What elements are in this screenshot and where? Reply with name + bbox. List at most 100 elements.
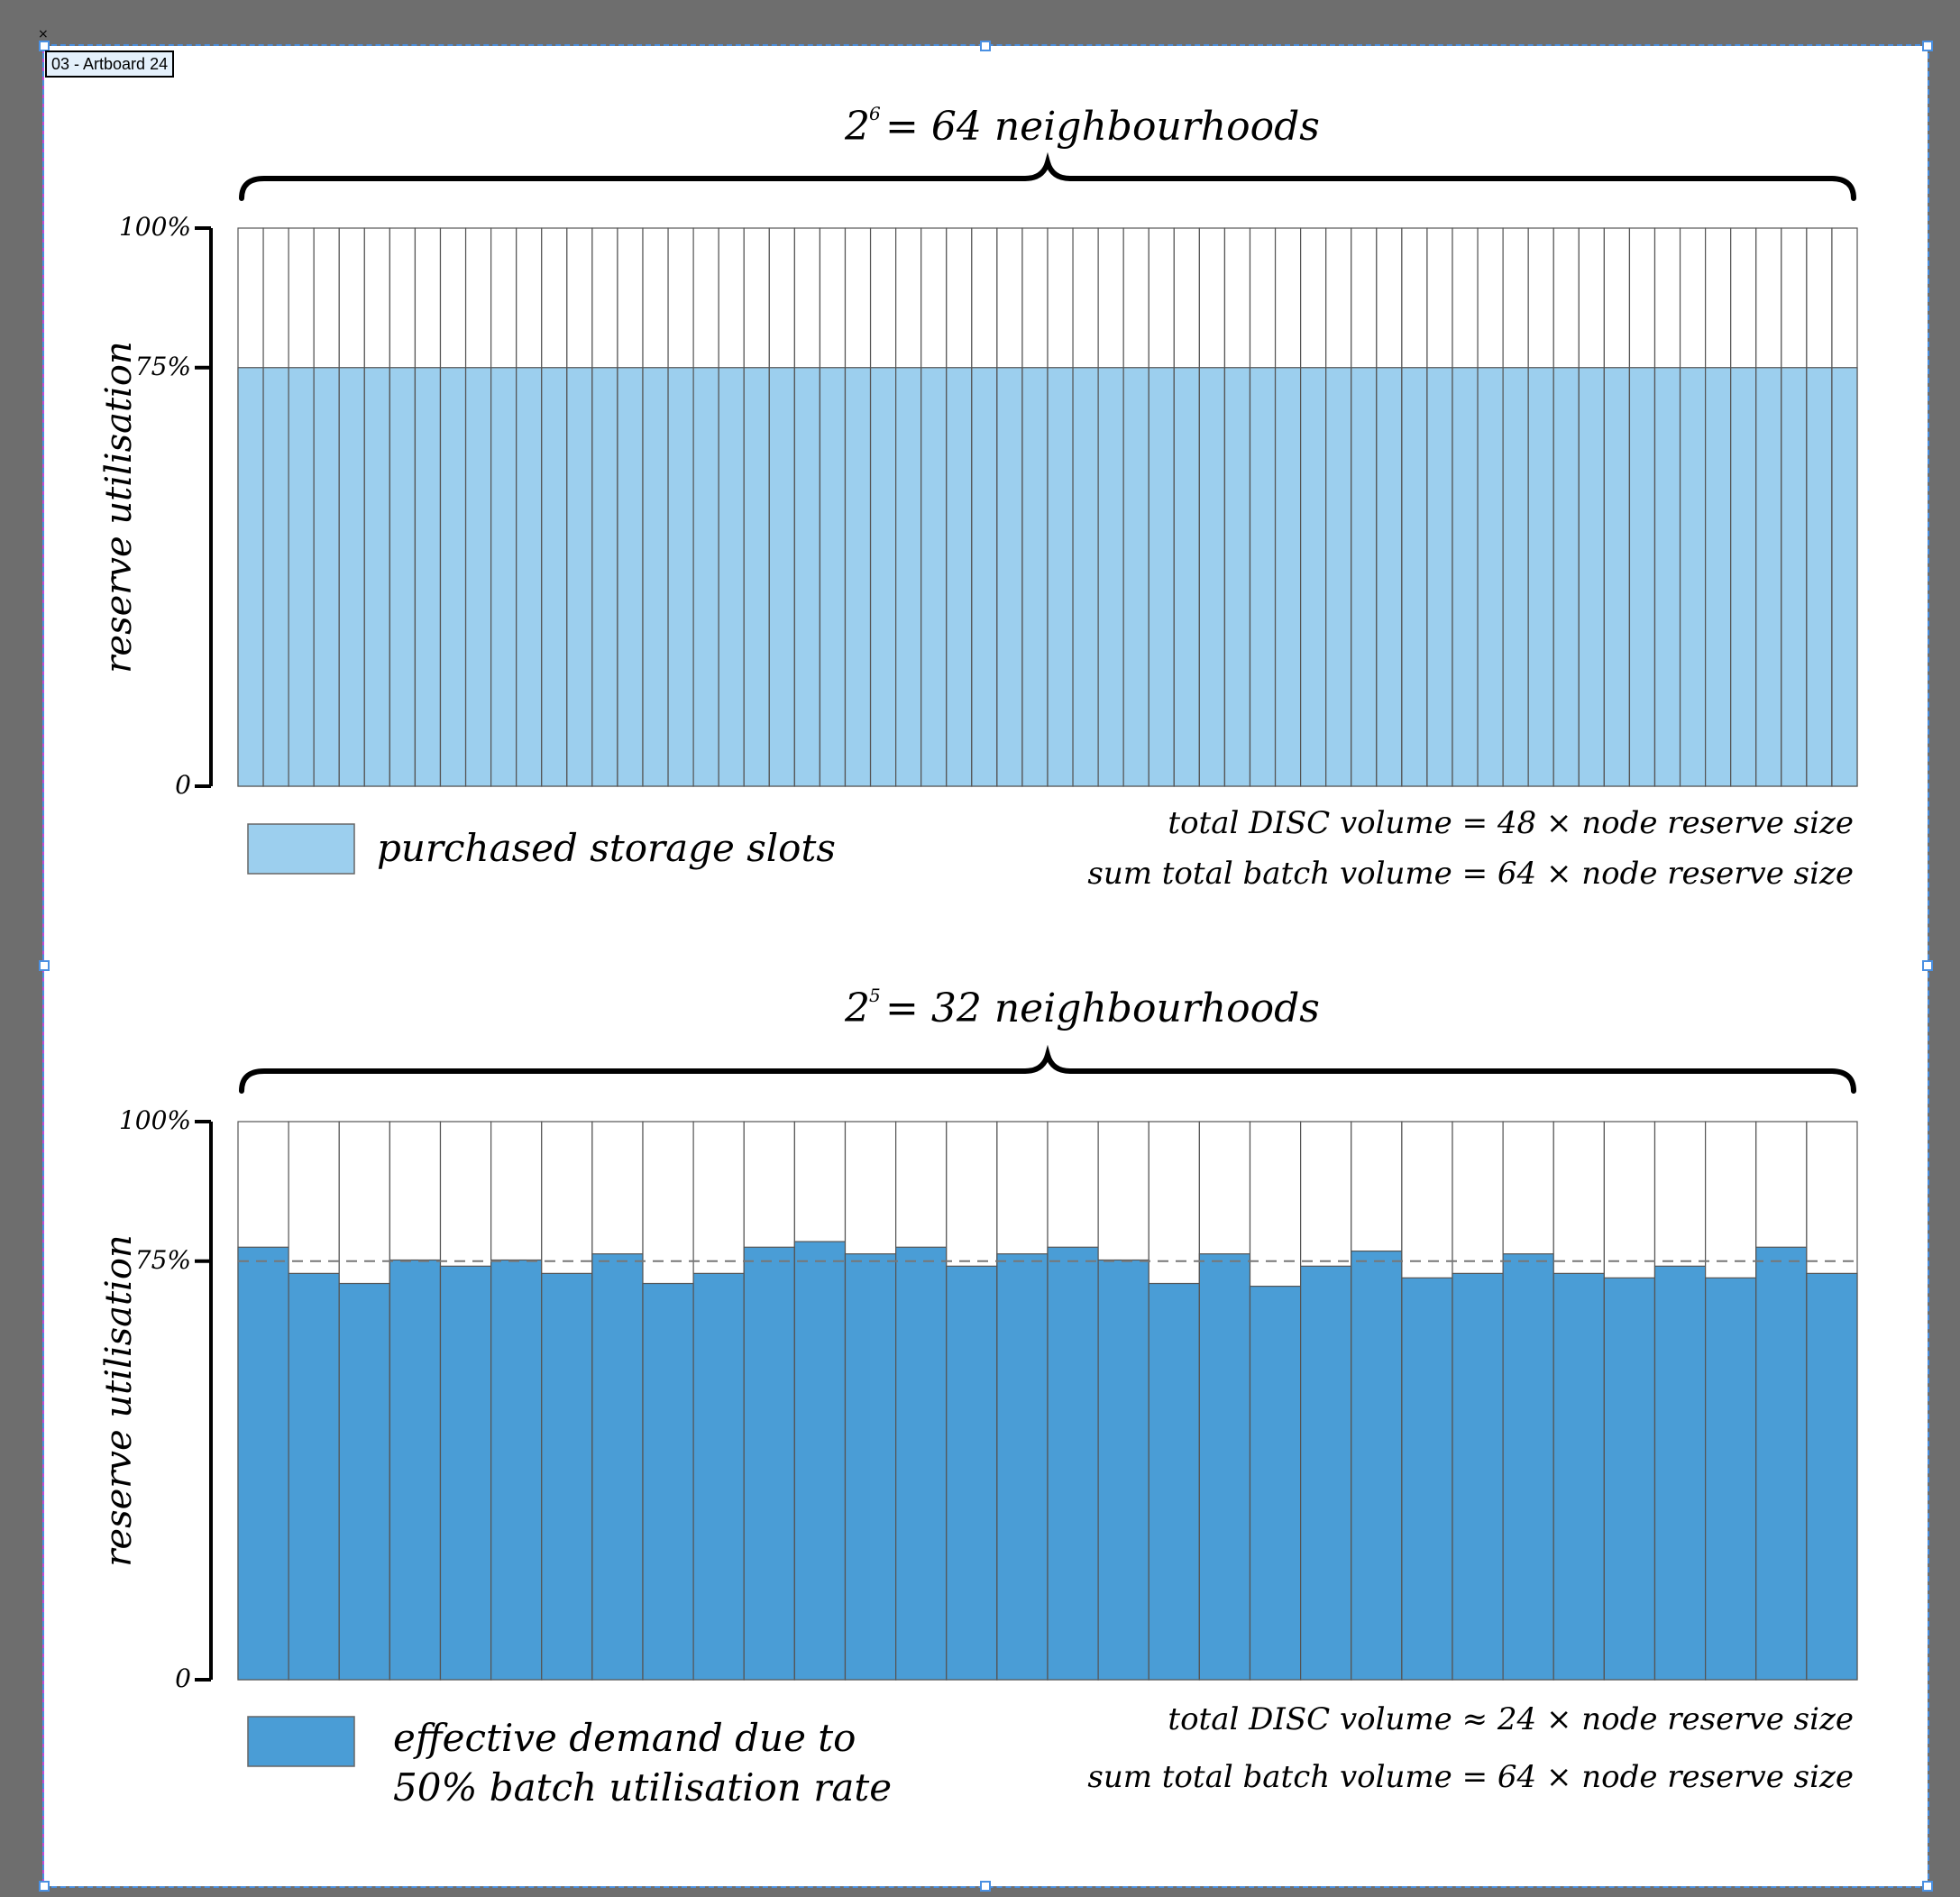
bar [1376,367,1403,787]
bar [869,367,897,787]
resize-handle-top-center[interactable] [980,41,991,51]
chart-title: = 32 neighbourhoods [885,985,1320,1031]
bar [642,367,669,787]
bar [996,367,1023,787]
bar [1097,367,1124,787]
legend-swatch [247,823,355,875]
chart-title-base: 2 [844,104,870,150]
bar [338,367,365,787]
bar [1122,367,1149,787]
volume-note: sum total batch volume = 64 × node reser… [1087,856,1854,892]
legend-label: effective demand due to [393,1716,856,1760]
resize-handle-top-right[interactable] [1922,41,1933,51]
bar [743,1246,795,1681]
bar [617,367,644,787]
bar [591,367,618,787]
legend-swatch [247,1716,355,1767]
bar [718,367,745,787]
volume-note: total DISC volume ≈ 24 × node reserve si… [1168,1701,1854,1737]
volume-note: total DISC volume = 48 × node reserve si… [1168,805,1854,841]
bar [389,367,417,787]
volume-note: sum total batch volume = 64 × node reser… [1087,1759,1854,1795]
bar [541,367,568,787]
bar [1351,1251,1403,1681]
bar [338,1282,390,1681]
resize-handle-middle-left[interactable] [39,960,50,971]
bar [262,367,289,787]
bar [1173,367,1200,787]
bar [1452,367,1479,787]
y-tick-label: 0 [175,770,191,800]
bar [1274,367,1302,787]
bar [1705,1277,1757,1681]
bar [1502,367,1529,787]
close-icon[interactable]: × [38,27,49,41]
y-axis-label: reserve utilisation [98,341,140,673]
bar [793,367,821,787]
bar [844,1253,897,1681]
bar [946,367,973,787]
bar [1755,367,1782,787]
bar [1198,1253,1251,1681]
bar [1806,367,1833,787]
bar [1097,1259,1149,1681]
bar [1603,1277,1656,1681]
bar [1351,367,1378,787]
bar [464,367,492,787]
bar [1705,367,1732,787]
bar [692,367,719,787]
bar [642,1282,694,1681]
y-tick-label: 100% [119,1105,191,1135]
artboard-name-label[interactable]: 03 - Artboard 24 [45,50,175,78]
bar [1249,1286,1302,1681]
bar [288,1272,340,1681]
bar [1628,367,1656,787]
bar [1198,367,1226,787]
bar [490,1259,543,1681]
bar [1426,367,1453,787]
y-tick-label: 0 [175,1663,191,1693]
bar [1148,1282,1200,1681]
bar [692,1272,745,1681]
bar [1021,367,1049,787]
bar [541,1272,593,1681]
bar [1552,367,1580,787]
bar [1223,367,1251,787]
bar [1401,1277,1453,1681]
bar [1679,367,1707,787]
bar [313,367,340,787]
grouping-brace [239,151,1856,201]
bar [1047,367,1074,787]
resize-handle-bottom-center[interactable] [980,1881,991,1892]
chart-title-exponent: 5 [869,985,881,1006]
bar [1603,367,1631,787]
bar [237,1246,289,1681]
resize-handle-middle-right[interactable] [1922,960,1933,971]
bar [743,367,770,787]
bar [1502,1253,1554,1681]
resize-handle-top-left[interactable] [39,41,50,51]
bar [1653,367,1681,787]
bar [768,367,795,787]
resize-handle-bottom-right[interactable] [1922,1881,1933,1892]
bar [946,1265,998,1681]
bar [1806,1272,1858,1681]
chart-title-base: 2 [844,985,870,1031]
bar [439,1265,492,1681]
bar [895,1246,948,1681]
resize-handle-bottom-left[interactable] [39,1881,50,1892]
bar [1401,367,1428,787]
bar [1047,1246,1099,1681]
bar [1072,367,1099,787]
bar [667,367,694,787]
bar [793,1241,847,1681]
bar [971,367,998,787]
bar [1781,367,1808,787]
bar [1477,367,1504,787]
bar [1831,367,1858,787]
bar [237,367,264,787]
y-tick-label: 100% [119,212,191,242]
bar [895,367,922,787]
bar [1755,1246,1808,1681]
